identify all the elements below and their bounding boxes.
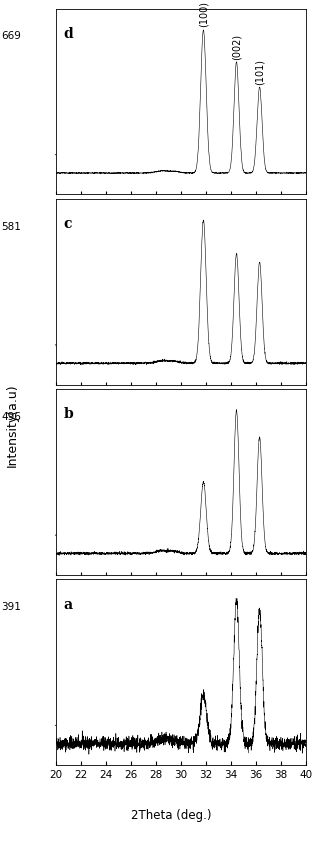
Text: d: d [64, 27, 73, 41]
Text: Intensity(a.u): Intensity(a.u) [6, 383, 19, 467]
Text: b: b [64, 407, 73, 422]
Text: 496: 496 [1, 411, 21, 422]
Text: 2Theta (deg.): 2Theta (deg.) [131, 809, 212, 823]
Text: (101): (101) [255, 60, 265, 86]
Text: (100): (100) [198, 1, 208, 27]
Text: c: c [64, 218, 72, 231]
Text: a: a [64, 598, 73, 612]
Text: 581: 581 [1, 222, 21, 231]
Text: 391: 391 [1, 602, 21, 612]
Text: (002): (002) [232, 34, 241, 60]
Text: 669: 669 [1, 31, 21, 42]
